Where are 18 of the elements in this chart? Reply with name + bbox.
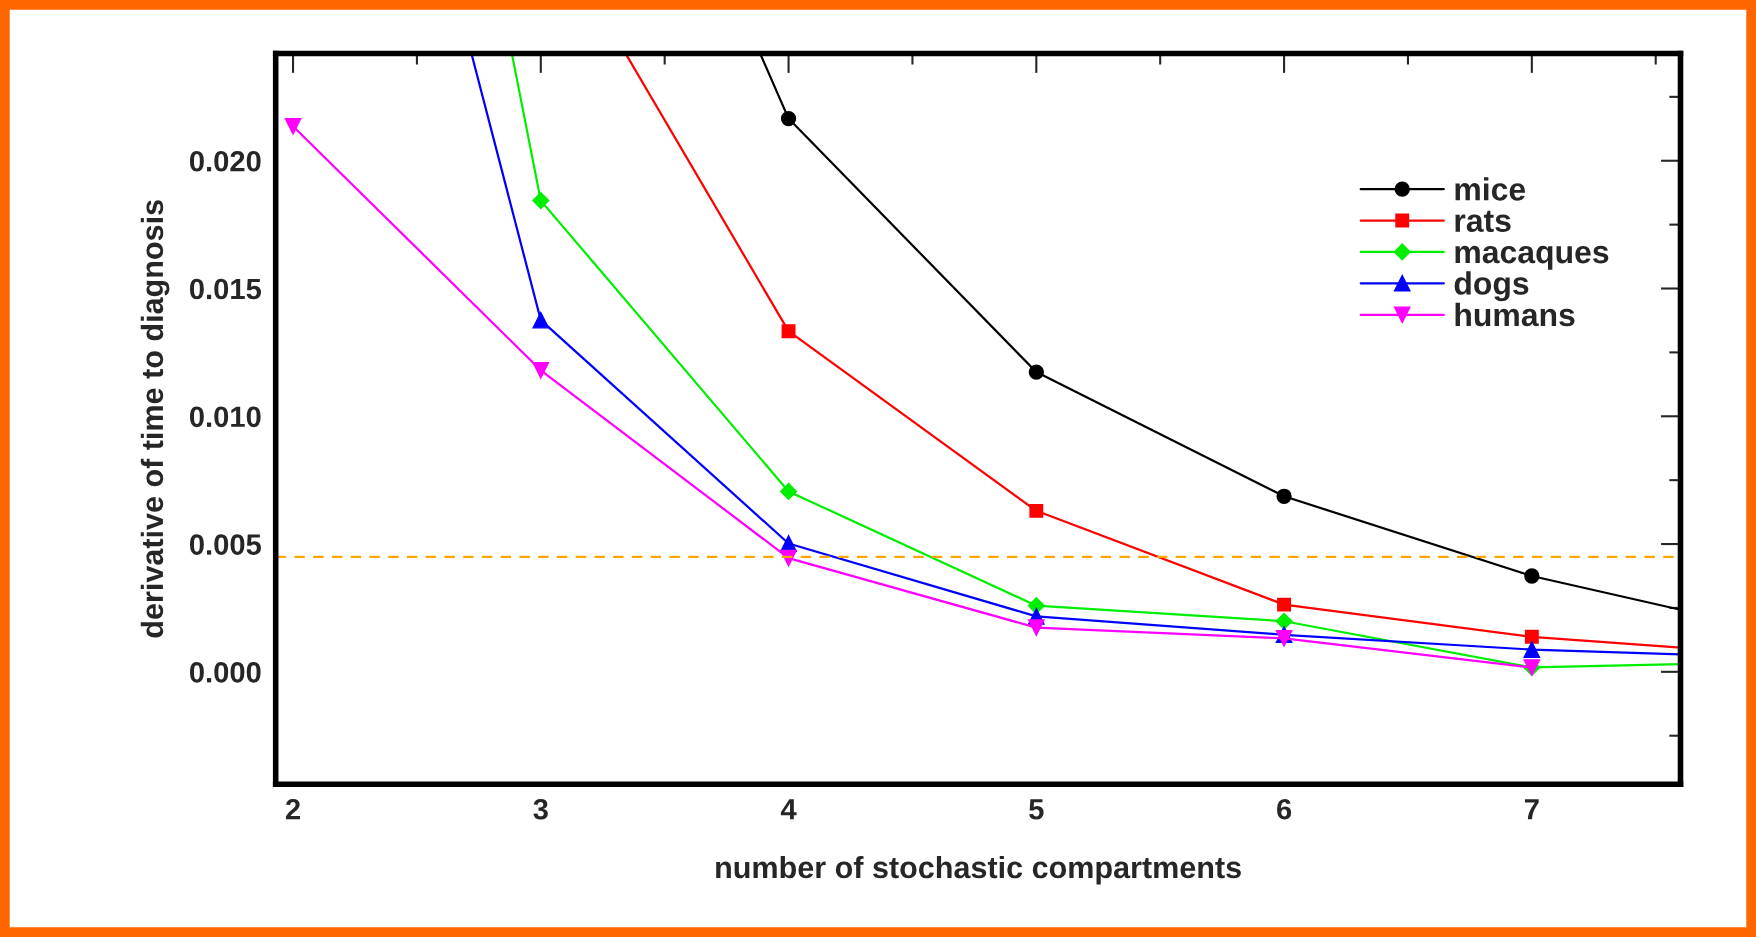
- legend-label: mice: [1455, 177, 1526, 201]
- y-tick-label: 0.020: [189, 150, 261, 172]
- y-tick-label: 0.005: [189, 534, 261, 555]
- x-tick-label: 2: [285, 798, 300, 820]
- y-tick-label: 0.015: [189, 278, 261, 300]
- x-axis-title: number of stochastic compartments: [716, 855, 1241, 885]
- x-tick-label: 7: [1524, 799, 1539, 820]
- y-axis-title: derivative of time to diagnosis: [140, 200, 170, 638]
- x-tick-label: 4: [780, 799, 797, 820]
- legend-label: humans: [1455, 302, 1575, 327]
- y-tick-label: 0.010: [189, 406, 261, 428]
- x-tick-label: 6: [1277, 798, 1292, 820]
- x-tick-label: 5: [1029, 799, 1044, 820]
- legend-label: rats: [1455, 210, 1511, 233]
- legend-label: macaques: [1455, 245, 1609, 270]
- x-tick-label: 3: [533, 798, 548, 820]
- legend-label: dogs: [1454, 271, 1529, 302]
- y-tick-label: 0.000: [189, 662, 261, 683]
